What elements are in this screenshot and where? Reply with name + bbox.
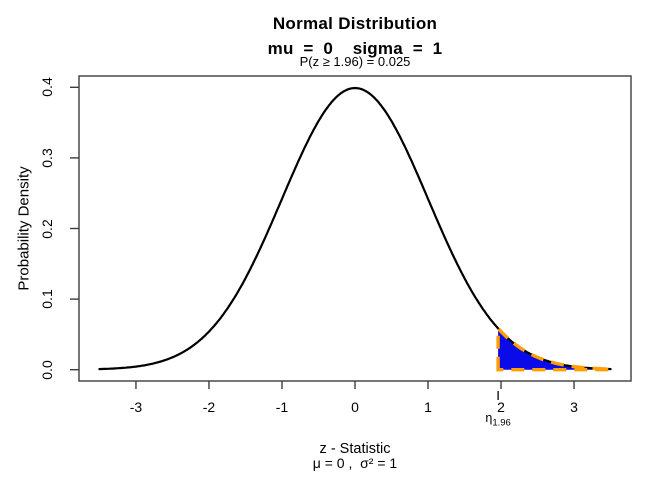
y-tick-label-0.1: 0.1 [39,289,55,309]
x-tick-label-3: 3 [570,399,578,415]
eta-symbol: η [485,411,493,425]
chart-title: Normal Distribution [272,14,438,33]
x-axis-sublabel: μ = 0 , σ² = 1 [312,455,398,471]
x-tick-label-1: 1 [424,399,432,415]
x-tick-label--3: -3 [129,399,143,415]
density-curve [98,86,612,371]
x-tick-label--1: -1 [275,399,289,415]
y-axis-label: Probability Density [15,166,33,291]
x-tick-label-0: 0 [351,399,359,415]
tail-probability-annotation: P(z ≥ 1.96) = 0.025 [299,54,411,69]
shaded-region-border [496,324,613,372]
x-tick-label-2: 2 [497,399,505,415]
y-tick-label-0.3: 0.3 [39,148,55,168]
y-tick-label-0.0: 0.0 [39,359,55,380]
eta-subscript: 1.96 [492,417,511,429]
critical-value-label: η1.96 [468,411,528,429]
y-tick-label-0.2: 0.2 [39,218,55,239]
y-tick-label-0.4: 0.4 [39,77,55,98]
shaded-tail-region [498,328,611,370]
x-tick-label--2: -2 [202,399,216,415]
chart-subtitle: mu = 0 sigma = 1 [267,39,443,58]
x-axis-label: z - Statistic [319,441,391,457]
plot-frame [78,75,632,382]
